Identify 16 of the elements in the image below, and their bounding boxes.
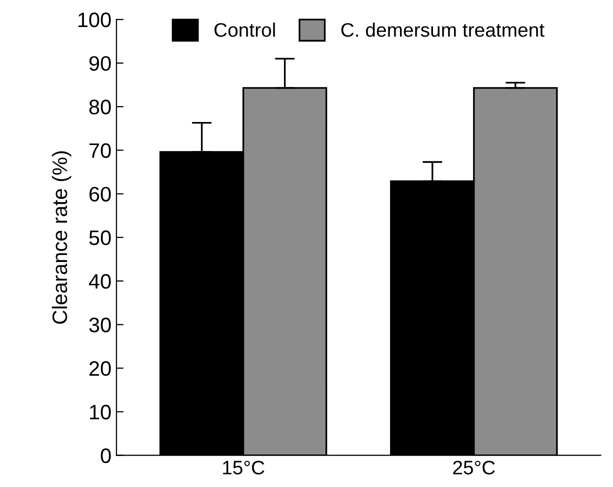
- y-tick-label: 80: [89, 100, 111, 114]
- y-tick-label: 0: [100, 448, 111, 464]
- y-tick-label: 10: [90, 404, 111, 420]
- y-tick-label: 70: [90, 143, 111, 158]
- y-axis-title: Clearance rate (%): [52, 151, 72, 324]
- y-tick-label: 90: [89, 56, 111, 71]
- x-tick-label: 25°C: [453, 460, 495, 474]
- y-tick-label: 50: [89, 230, 111, 246]
- y-tick-label: 100: [78, 12, 111, 28]
- y-tick-label: 40: [88, 274, 111, 289]
- y-tick-label: 30: [89, 318, 111, 332]
- legend-label: Control: [214, 22, 275, 37]
- legend-label: C. demersum treatment: [341, 22, 544, 37]
- x-tick-label: 15°C: [223, 460, 264, 474]
- y-tick-label: 20: [89, 361, 111, 376]
- y-tick-label: 60: [89, 186, 111, 202]
